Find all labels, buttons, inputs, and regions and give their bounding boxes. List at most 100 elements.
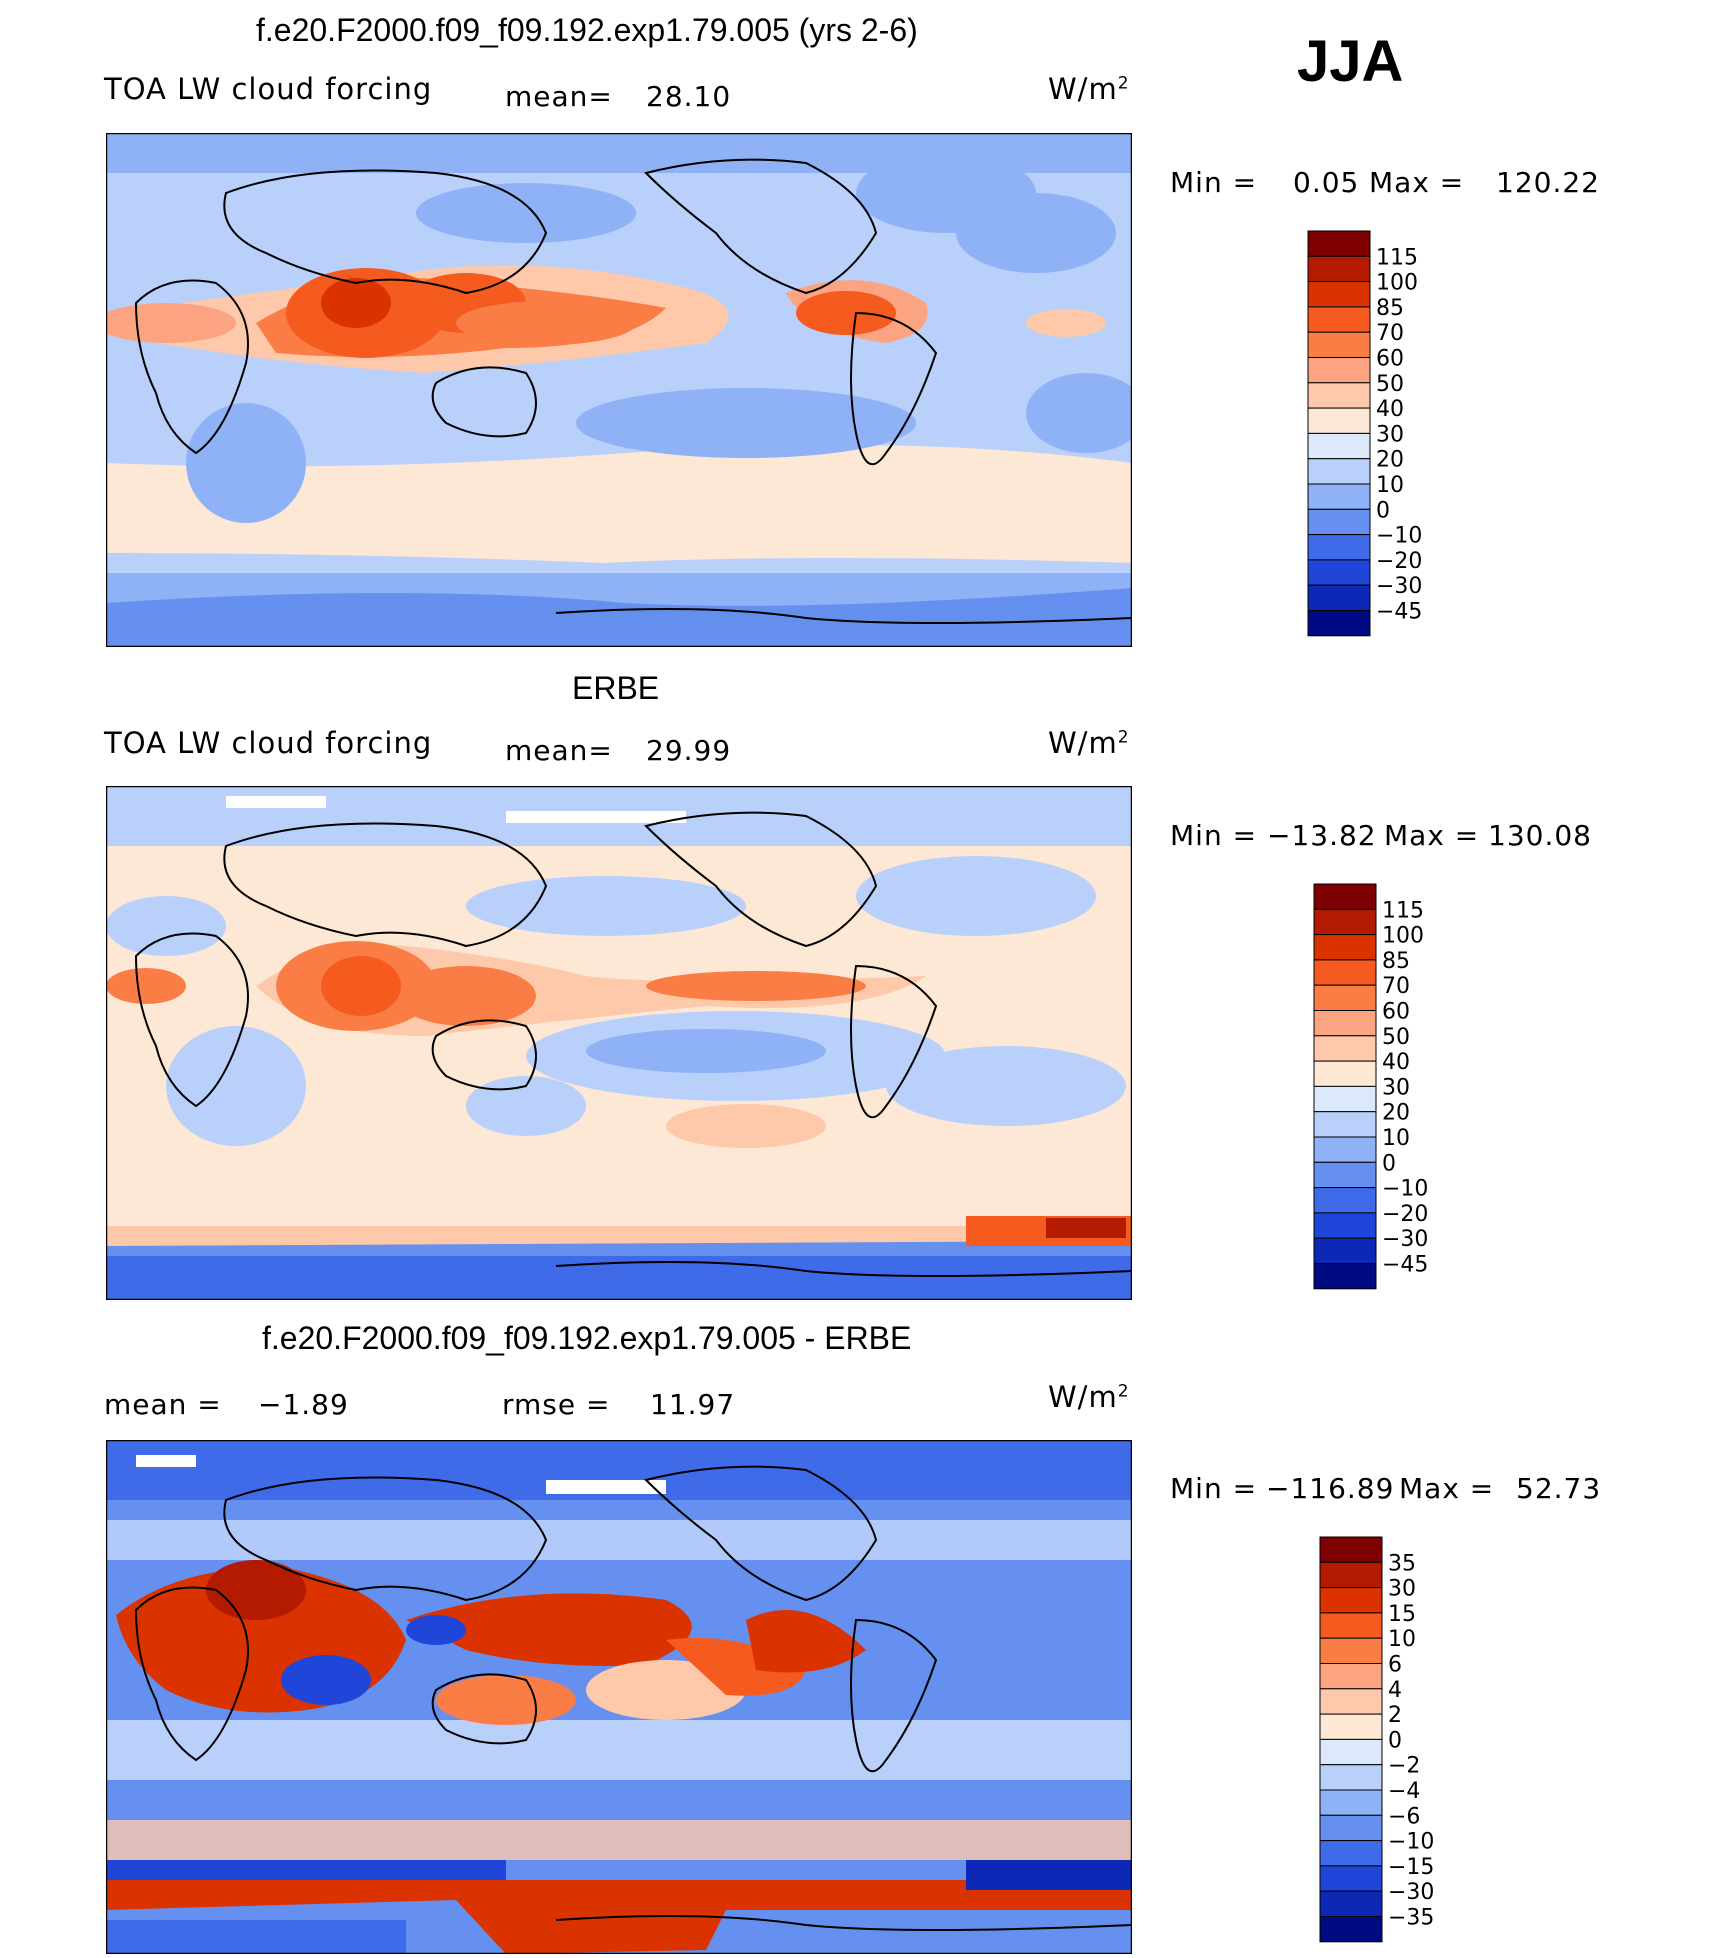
colorbar-swatch [1319, 1814, 1383, 1842]
panel2-max-label: Max = [1384, 819, 1480, 852]
colorbar-tick-label: 4 [1388, 1678, 1402, 1703]
colorbar-swatch [1313, 959, 1377, 986]
colorbar-tick-label: 115 [1376, 245, 1418, 270]
colorbar-tick-label: 35 [1388, 1551, 1416, 1576]
panel1-units: W/m2 [1048, 72, 1130, 106]
panel1-max-value: 120.22 [1496, 166, 1600, 199]
panel1-mean-value: 28.10 [646, 80, 732, 113]
colorbar-tick-label: −30 [1376, 574, 1422, 599]
colorbar-tick-label: 10 [1376, 473, 1404, 498]
colorbar-tick-label: 0 [1388, 1728, 1402, 1753]
colorbar-swatch [1307, 432, 1371, 460]
colorbar-tick-label: 6 [1388, 1653, 1402, 1678]
colorbar-swatch [1307, 508, 1371, 536]
colorbar-tick-label: 115 [1382, 898, 1424, 923]
colorbar-swatch [1307, 483, 1371, 510]
colorbar-tick-label: −10 [1376, 524, 1422, 549]
panel2-map [106, 786, 1132, 1300]
colorbar-tick-label: 50 [1382, 1025, 1410, 1050]
colorbar-swatch [1319, 1587, 1383, 1614]
panel3-max-value: 52.73 [1516, 1472, 1602, 1505]
colorbar-tick-label: 2 [1388, 1703, 1402, 1728]
colorbar-swatch [1307, 584, 1371, 612]
colorbar-swatch [1307, 357, 1371, 384]
colorbar-swatch [1319, 1561, 1383, 1589]
colorbar-tick-label: 30 [1388, 1577, 1416, 1602]
colorbar-tick-label: 50 [1376, 372, 1404, 397]
colorbar-tick-label: 15 [1388, 1602, 1416, 1627]
colorbar-tick-label: 85 [1376, 296, 1404, 321]
colorbar-swatch [1319, 1663, 1383, 1690]
colorbar-swatch [1319, 1890, 1383, 1918]
colorbar-swatch [1313, 934, 1377, 961]
colorbar-tick-label: −4 [1388, 1779, 1420, 1804]
panel2-min-value: −13.82 [1267, 819, 1377, 852]
colorbar-swatch [1319, 1789, 1383, 1816]
colorbar-tick-label: 40 [1382, 1050, 1410, 1075]
colorbar-swatch [1319, 1536, 1383, 1563]
colorbar-tick-label: 100 [1376, 271, 1418, 296]
colorbar-tick-label: −20 [1382, 1202, 1428, 1227]
colorbar-tick-label: −10 [1388, 1830, 1434, 1855]
colorbar-tick-label: 70 [1382, 974, 1410, 999]
colorbar-swatch [1319, 1637, 1383, 1664]
colorbar-tick-label: 70 [1376, 321, 1404, 346]
colorbar-swatch [1307, 458, 1371, 485]
colorbar-tick-label: 10 [1388, 1627, 1416, 1652]
colorbar-swatch [1307, 230, 1371, 257]
colorbar-tick-label: 20 [1382, 1101, 1410, 1126]
colorbar-tick-label: 100 [1382, 924, 1424, 949]
panel2-mean-label: mean= [505, 734, 613, 767]
colorbar-swatch [1319, 1764, 1383, 1791]
panel3-rmse-label: rmse = [502, 1388, 611, 1421]
panel1-min-label: Min = [1170, 166, 1258, 199]
panel2-units: W/m2 [1048, 726, 1130, 760]
colorbar-swatch [1313, 1187, 1377, 1214]
panel1-min-value: 0.05 [1293, 166, 1360, 199]
colorbar-tick-label: −45 [1376, 600, 1422, 625]
colorbar-tick-label: −15 [1388, 1855, 1434, 1880]
colorbar-swatch [1307, 382, 1371, 409]
panel3-rmse-value: 11.97 [650, 1388, 736, 1421]
panel3-units: W/m2 [1048, 1380, 1130, 1414]
colorbar-swatch [1313, 1161, 1377, 1189]
colorbar-swatch [1307, 331, 1371, 358]
colorbar-swatch [1319, 1612, 1383, 1639]
colorbar-tick-label: −6 [1388, 1804, 1420, 1829]
colorbar-swatch [1313, 908, 1377, 936]
panel3-title: f.e20.F2000.f09_f09.192.exp1.79.005 - ER… [262, 1320, 912, 1356]
colorbar-tick-label: 40 [1376, 397, 1404, 422]
panel2-max-value: 130.08 [1488, 819, 1592, 852]
panel1-title: f.e20.F2000.f09_f09.192.exp1.79.005 (yrs… [256, 12, 918, 48]
colorbar-swatch [1313, 1035, 1377, 1062]
colorbar-tick-label: −30 [1388, 1880, 1434, 1905]
colorbar-swatch [1313, 1136, 1377, 1163]
colorbar-tick-label: −20 [1376, 549, 1422, 574]
colorbar-swatch [1313, 1111, 1377, 1138]
season-label: JJA [1297, 29, 1404, 94]
panel2-variable: TOA LW cloud forcing [104, 726, 433, 760]
colorbar-tick-label: 0 [1376, 498, 1390, 523]
panel1-max-label: Max = [1369, 166, 1465, 199]
panel3-min-value: −116.89 [1266, 1472, 1395, 1505]
colorbar-swatch [1319, 1840, 1383, 1867]
colorbar-swatch [1307, 610, 1371, 637]
colorbar-swatch [1319, 1865, 1383, 1892]
colorbar-tick-label: −10 [1382, 1177, 1428, 1202]
colorbar-swatch [1313, 1085, 1377, 1113]
colorbar-swatch [1313, 1212, 1377, 1239]
panel1-variable: TOA LW cloud forcing [104, 72, 433, 106]
panel3-min-label: Min = [1170, 1472, 1258, 1505]
colorbar-tick-label: 30 [1382, 1075, 1410, 1100]
panel3-map [106, 1440, 1132, 1954]
panel2-min-label: Min = [1170, 819, 1258, 852]
colorbar-swatch [1313, 1237, 1377, 1265]
colorbar-swatch [1307, 407, 1371, 434]
colorbar-tick-label: 10 [1382, 1126, 1410, 1151]
colorbar-swatch [1307, 534, 1371, 561]
colorbar-tick-label: 20 [1376, 448, 1404, 473]
colorbar-swatch [1313, 1010, 1377, 1037]
